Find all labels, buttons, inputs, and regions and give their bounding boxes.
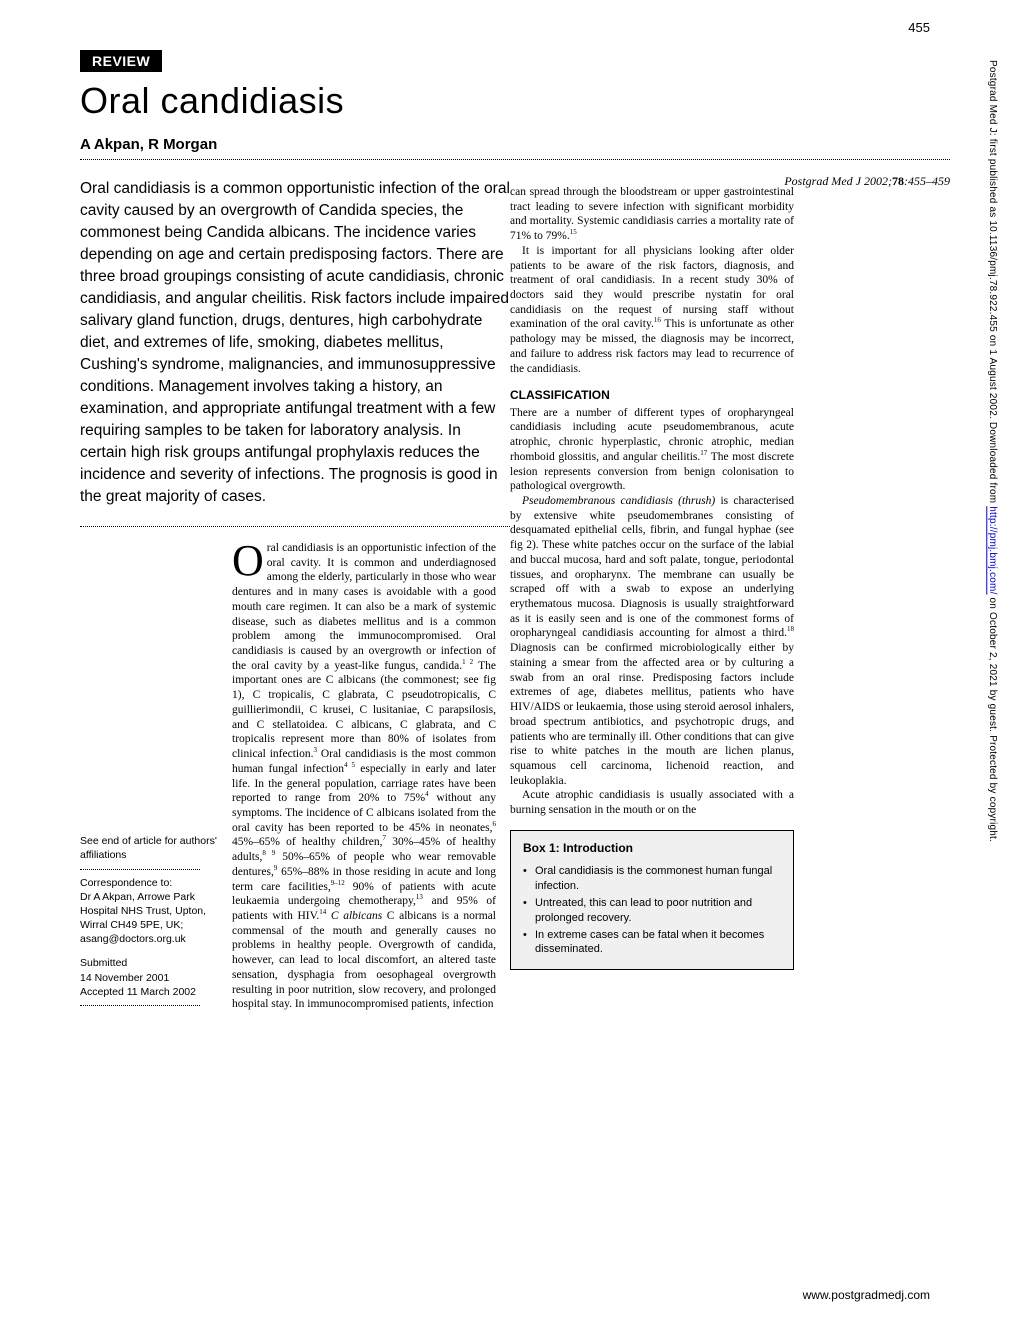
box-list: Oral candidiasis is the commonest human … xyxy=(523,864,781,957)
copyright-sidebar: Postgrad Med J: first published as 10.11… xyxy=(978,60,998,1220)
footer-url: www.postgradmedj.com xyxy=(803,1288,930,1302)
correspondence-text: Dr A Akpan, Arrowe Park Hospital NHS Tru… xyxy=(80,890,222,947)
box-1-introduction: Box 1: Introduction Oral candidiasis is … xyxy=(510,830,794,970)
sidebar-suffix: on October 2, 2021 by guest. Protected b… xyxy=(987,595,998,842)
review-badge: REVIEW xyxy=(80,50,162,72)
article-header: REVIEW Oral candidiasis A Akpan, R Morga… xyxy=(80,50,950,160)
article-authors: A Akpan, R Morgan xyxy=(80,136,950,153)
journal-citation: Postgrad Med J 2002;78:455–459 xyxy=(784,174,950,189)
drop-cap: O xyxy=(232,541,267,578)
body-column-1: Oral candidiasis is an opportunistic inf… xyxy=(232,541,510,1012)
correspondence-label: Correspondence to: xyxy=(80,876,222,890)
box-item: Untreated, this can lead to poor nutriti… xyxy=(523,896,781,926)
box-title: Box 1: Introduction xyxy=(523,841,781,856)
accepted-date: Accepted 11 March 2002 xyxy=(80,985,222,999)
body-column-2: can spread through the bloodstream or up… xyxy=(510,185,794,1012)
dotted-rule xyxy=(80,159,950,160)
article-title: Oral candidiasis xyxy=(80,80,950,122)
abstract-text: Oral candidiasis is a common opportunist… xyxy=(80,178,510,508)
affiliation-note: See end of article for authors' affiliat… xyxy=(80,834,222,862)
sidebar-prefix: Postgrad Med J: first published as 10.11… xyxy=(987,60,998,506)
box-item: Oral candidiasis is the commonest human … xyxy=(523,864,781,894)
meta-column: See end of article for authors' affiliat… xyxy=(80,541,232,1012)
submitted-label: Submitted xyxy=(80,956,222,970)
page-number: 455 xyxy=(908,20,930,35)
section-heading-classification: CLASSIFICATION xyxy=(510,388,794,403)
submitted-date: 14 November 2001 xyxy=(80,971,222,985)
abstract-end-rule xyxy=(80,526,510,527)
sidebar-link[interactable]: http://pmj.bmj.com/ xyxy=(987,506,998,594)
box-item: In extreme cases can be fatal when it be… xyxy=(523,928,781,958)
